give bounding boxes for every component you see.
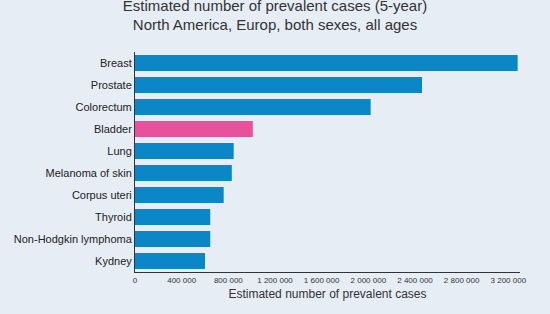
svg-text:800 000: 800 000	[214, 276, 243, 285]
svg-text:400 000: 400 000	[167, 276, 196, 285]
svg-text:Bladder: Bladder	[94, 123, 132, 135]
svg-text:3 200 000: 3 200 000	[491, 276, 527, 285]
svg-text:0: 0	[133, 276, 138, 285]
svg-text:Estimated number of prevalent: Estimated number of prevalent cases (5-y…	[123, 0, 427, 33]
svg-text:Melanoma of skin: Melanoma of skin	[46, 167, 132, 179]
svg-text:Lung: Lung	[107, 145, 131, 157]
svg-text:1 200 000: 1 200 000	[257, 276, 293, 285]
svg-text:Thyroid: Thyroid	[95, 211, 132, 223]
svg-text:Estimated number of prevalent: Estimated number of prevalent cases	[228, 287, 426, 301]
svg-text:1 600 000: 1 600 000	[304, 276, 340, 285]
svg-text:2 800 000: 2 800 000	[444, 276, 480, 285]
svg-text:2 000 000: 2 000 000	[351, 276, 387, 285]
svg-text:Non-Hodgkin lymphoma: Non-Hodgkin lymphoma	[14, 233, 133, 245]
svg-text:Kydney: Kydney	[95, 255, 132, 267]
svg-text:Corpus uteri: Corpus uteri	[72, 189, 132, 201]
svg-text:Prostate: Prostate	[91, 79, 132, 91]
svg-text:Breast: Breast	[100, 57, 132, 69]
svg-text:Colorectum: Colorectum	[76, 101, 132, 113]
svg-text:2 400 000: 2 400 000	[397, 276, 433, 285]
